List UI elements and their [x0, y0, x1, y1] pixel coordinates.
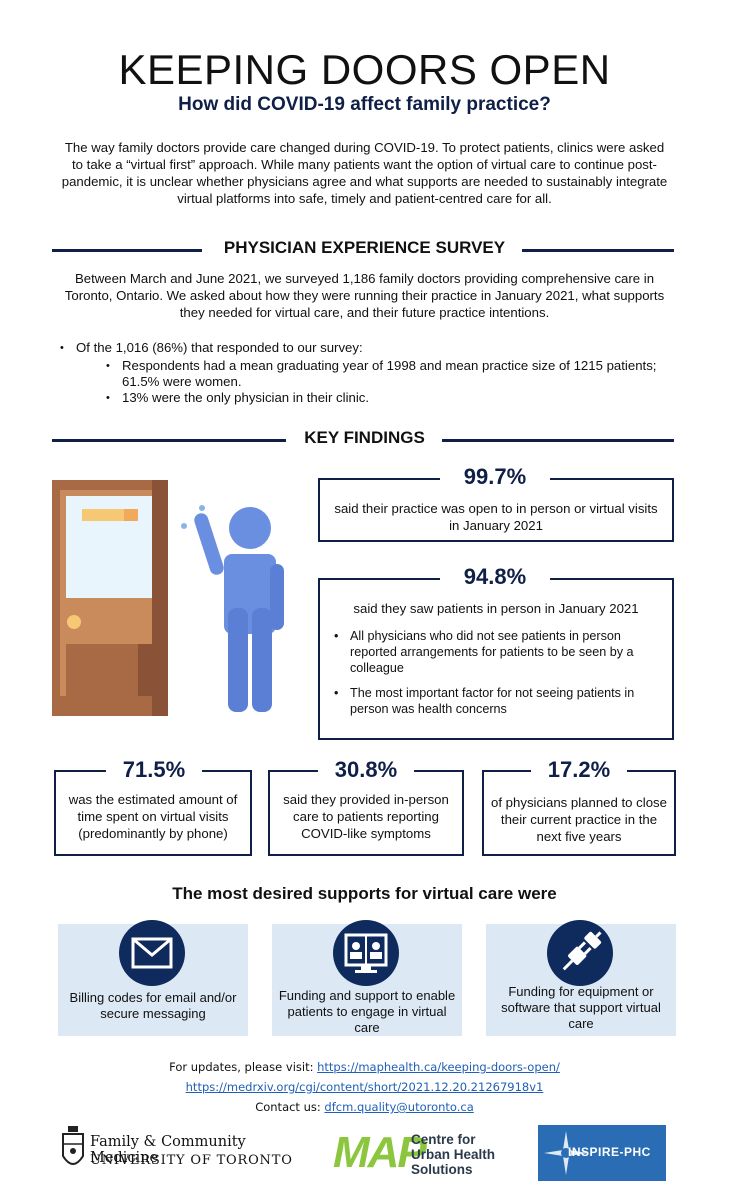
stat-value: 94.8% — [440, 564, 550, 590]
stat-description: said their practice was open to in perso… — [334, 501, 658, 533]
map-logo: MAP Centre for Urban Health Solutions — [333, 1128, 523, 1180]
stat-box-close-practice — [482, 770, 676, 856]
list-item: All physicians who did not see patients … — [334, 628, 654, 676]
support-text: Billing codes for email and/or secure me… — [69, 990, 237, 1021]
page-subtitle: How did COVID-19 affect family practice? — [178, 94, 551, 115]
envelope-icon — [119, 920, 185, 986]
divider-line — [52, 249, 202, 252]
findings-heading-label: KEY FINDINGS — [300, 428, 429, 447]
updates-line: For updates, please visit: https://maphe… — [0, 1060, 729, 1074]
divider-line — [522, 249, 674, 252]
map-logo-mark: MAP — [333, 1128, 427, 1177]
door-icon — [52, 480, 168, 716]
stat-box-virtual-time — [54, 770, 252, 856]
map-logo-line2: Urban Health — [411, 1147, 496, 1162]
contact-line: Contact us: dfcm.quality@utoronto.ca — [0, 1100, 729, 1114]
survey-paragraph: Between March and June 2021, we surveyed… — [64, 271, 665, 320]
paper-link[interactable]: https://medrxiv.org/cgi/content/short/20… — [185, 1080, 544, 1094]
map-logo-line3: Solutions — [411, 1162, 473, 1177]
sub-bullet-item: Respondents had a mean graduating year o… — [106, 358, 680, 390]
support-text: Funding and support to enable patients t… — [278, 988, 456, 1035]
support-card-billing: Billing codes for email and/or secure me… — [58, 920, 248, 1036]
stat-value: 99.7% — [440, 464, 550, 490]
inspire-logo-text: INSPIRE-PHC — [568, 1145, 651, 1159]
stat-description: of physicians planned to close their cur… — [491, 795, 667, 844]
inspire-phc-logo: INSPIRE-PHC — [538, 1125, 666, 1181]
updates-label: For updates, please visit: — [169, 1060, 318, 1074]
support-card-patient-funding: Funding and support to enable patients t… — [272, 920, 462, 1036]
video-call-icon — [333, 920, 399, 986]
support-card-equipment: Funding for equipment or software that s… — [486, 920, 676, 1036]
stat-box-covid-care — [268, 770, 464, 856]
map-logo-text: Centre for Urban Health Solutions — [411, 1132, 495, 1177]
plug-icon — [547, 920, 613, 986]
stat-value: 71.5% — [106, 757, 202, 783]
uoft-logo-line2: UNIVERSITY OF TORONTO — [90, 1153, 293, 1168]
crest-icon — [62, 1126, 84, 1165]
stat-value: 30.8% — [318, 757, 414, 783]
compass-star-icon — [544, 1131, 588, 1175]
list-item: The most important factor for not seeing… — [334, 685, 654, 717]
person-icon — [181, 505, 284, 712]
sub-bullet-item: 13% were the only physician in their cli… — [106, 390, 680, 406]
stat-description: said they provided in-person care to pat… — [283, 792, 449, 841]
paper-line: https://medrxiv.org/cgi/content/short/20… — [0, 1080, 729, 1094]
bullet-item: Of the 1,016 (86%) that responded to our… — [60, 340, 680, 356]
contact-label: Contact us: — [255, 1100, 325, 1114]
map-logo-line1: Centre for — [411, 1132, 476, 1147]
survey-section-heading: PHYSICIAN EXPERIENCE SURVEY — [0, 238, 729, 262]
page-title: KEEPING DOORS OPEN — [118, 46, 611, 93]
contact-email-link[interactable]: dfcm.quality@utoronto.ca — [324, 1100, 474, 1114]
updates-link[interactable]: https://maphealth.ca/keeping-doors-open/ — [317, 1060, 560, 1074]
door-person-illustration — [52, 480, 284, 716]
findings-section-heading: KEY FINDINGS — [0, 428, 729, 452]
supports-heading: The most desired supports for virtual ca… — [172, 884, 557, 903]
uoft-logo-line1: Family & Community Medicine — [90, 1134, 246, 1166]
stat-description: said they saw patients in person in Janu… — [353, 601, 639, 616]
uoft-logo: Family & Community Medicine UNIVERSITY O… — [60, 1124, 310, 1176]
intro-paragraph: The way family doctors provide care chan… — [61, 140, 668, 206]
stat-value: 17.2% — [531, 757, 627, 783]
divider-line — [442, 439, 674, 442]
survey-heading-label: PHYSICIAN EXPERIENCE SURVEY — [219, 238, 510, 257]
stat-description: was the estimated amount of time spent o… — [68, 792, 238, 841]
support-text: Funding for equipment or software that s… — [501, 984, 661, 1031]
survey-bullets: Of the 1,016 (86%) that responded to our… — [60, 340, 680, 406]
stat-detail-list: All physicians who did not see patients … — [334, 628, 654, 726]
divider-line — [52, 439, 286, 442]
